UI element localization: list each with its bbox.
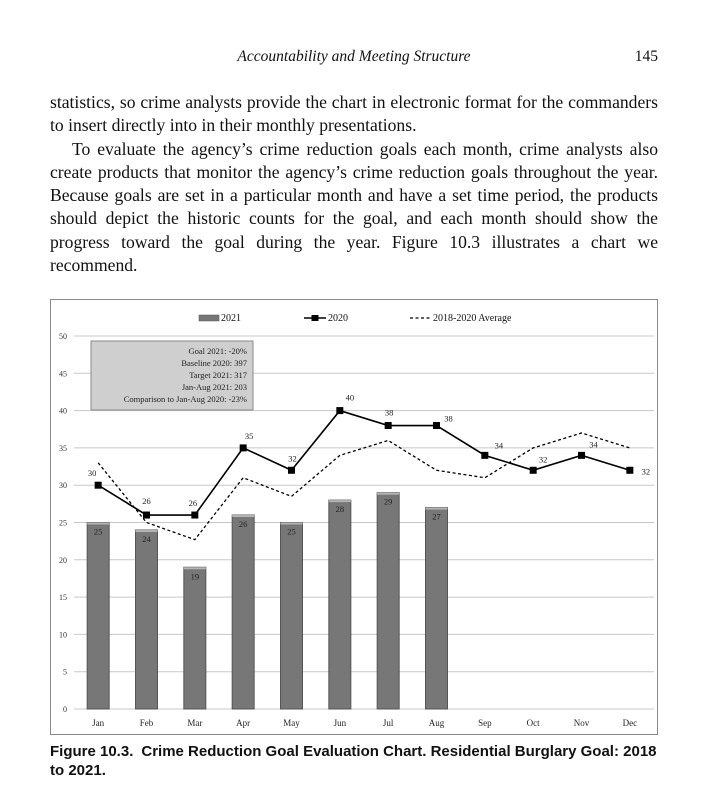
bar-2021-highlight — [135, 529, 158, 532]
series-2020-value-label: 32 — [288, 453, 297, 463]
running-head: Accountability and Meeting Structure 145 — [50, 48, 658, 68]
bar-value-label: 26 — [239, 519, 248, 529]
series-2020-value-label: 26 — [189, 498, 198, 508]
average-series-line — [97, 432, 631, 541]
goal-summary-box — [90, 340, 254, 411]
y-tick-label: 15 — [59, 593, 67, 602]
x-tick-label: Mar — [187, 718, 202, 728]
bar-2021-highlight — [183, 567, 206, 570]
x-tick-label: Nov — [574, 718, 590, 728]
bar-2021 — [376, 492, 400, 710]
legend-label-2021: 2021 — [221, 313, 241, 324]
bar-2021-highlight — [425, 507, 448, 510]
goal-summary-line: Jan-Aug 2021: 203 — [182, 382, 247, 392]
legend-swatch-2020-marker — [311, 315, 319, 321]
bar-value-label: 25 — [94, 527, 103, 537]
y-tick-label: 30 — [59, 481, 67, 490]
bar-2021-highlight — [328, 500, 351, 503]
series-2020-value-label: 40 — [346, 393, 355, 403]
series-2020-value-label: 34 — [589, 439, 598, 449]
figure-caption-label: Figure 10.3. — [50, 743, 134, 760]
bar-2021-highlight — [280, 522, 303, 525]
y-tick-label: 50 — [59, 332, 67, 341]
x-tick-label: Apr — [236, 718, 250, 728]
series-2020-marker — [239, 444, 247, 452]
bar-2021-highlight — [232, 515, 255, 518]
goal-evaluation-chart: 0 5 10 15 20 25 30 35 40 45 50 Jan Feb Mar Apr May Jun Ju… — [59, 313, 654, 728]
bar-value-label: 27 — [432, 512, 441, 522]
legend-swatch-2021 — [198, 314, 220, 322]
x-tick-label: May — [283, 718, 300, 728]
bar-2021 — [328, 499, 352, 710]
legend-label-average: 2018-2020 Average — [433, 313, 512, 324]
series-2020-marker — [433, 422, 440, 430]
bar-2021 — [135, 529, 158, 710]
y-tick-label: 45 — [59, 369, 67, 378]
y-tick-label: 10 — [59, 630, 67, 639]
series-2020-marker — [626, 466, 634, 474]
bar-2021 — [231, 514, 255, 710]
x-tick-label: Jul — [383, 718, 394, 728]
goal-summary-line: Target 2021: 317 — [189, 370, 247, 380]
body-text: statistics, so crime analysts provide th… — [50, 91, 658, 277]
series-2020-value-label: 38 — [385, 408, 394, 418]
paragraph-1: statistics, so crime analysts provide th… — [50, 92, 658, 136]
bar-2021 — [425, 507, 448, 710]
x-tick-label: Jun — [334, 718, 347, 728]
bar-value-label: 19 — [191, 571, 200, 581]
figure-caption: Figure 10.3. Crime Reduction Goal Evaluat… — [50, 742, 658, 780]
series-2020-marker — [288, 466, 295, 474]
goal-summary-line: Comparison to Jan-Aug 2020: -23% — [124, 394, 247, 404]
series-2020-value-label: 32 — [642, 466, 651, 476]
series-2020-value-label: 35 — [245, 431, 254, 441]
series-2020-value-label: 34 — [495, 440, 504, 450]
x-tick-label: Aug — [429, 718, 445, 728]
series-2020-value-label: 32 — [539, 454, 548, 464]
x-tick-label: Sep — [478, 718, 492, 728]
x-tick-label: Dec — [623, 718, 638, 728]
x-tick-label: Oct — [527, 718, 540, 728]
series-2020-value-label: 38 — [444, 414, 453, 424]
series-2020-marker — [578, 451, 585, 459]
bar-2021-highlight — [87, 522, 110, 525]
bar-2021 — [280, 522, 303, 710]
bar-value-label: 29 — [384, 497, 393, 507]
bar-value-label: 24 — [142, 534, 151, 544]
y-tick-label: 5 — [63, 668, 67, 677]
bar-value-label: 25 — [287, 527, 296, 537]
series-2020-marker — [143, 511, 150, 519]
bar-2021 — [183, 566, 207, 710]
bar-value-label: 28 — [336, 504, 345, 514]
x-tick-label: Jan — [92, 718, 104, 728]
y-tick-label: 20 — [59, 556, 67, 565]
goal-summary-line: Goal 2021: -20% — [188, 346, 247, 356]
y-tick-label: 35 — [59, 444, 67, 453]
page-number: 145 — [634, 48, 658, 65]
figure-chart: 0 5 10 15 20 25 30 35 40 45 50 Jan Feb Mar Apr May Jun Ju… — [50, 299, 658, 735]
series-2020-line — [97, 409, 631, 516]
y-tick-label: 0 — [63, 705, 67, 714]
series-2020-marker — [529, 466, 537, 474]
bar-2021 — [86, 522, 110, 710]
figure-caption-text: Crime Reduction Goal Evaluation Chart. R… — [50, 743, 657, 779]
legend-label-2020: 2020 — [328, 313, 348, 324]
series-2020-marker — [336, 407, 344, 415]
running-title: Accountability and Meeting Structure — [237, 48, 471, 65]
x-tick-label: Feb — [140, 718, 154, 728]
y-tick-label: 25 — [59, 519, 67, 528]
paragraph-2: To evaluate the agency’s crime reduction… — [50, 138, 658, 276]
y-tick-label: 40 — [59, 407, 67, 416]
series-2020-marker — [94, 481, 102, 489]
series-2020-marker — [191, 511, 199, 519]
bar-2021-highlight — [377, 492, 400, 495]
series-2020-value-label: 30 — [88, 468, 97, 478]
series-2020-value-label: 26 — [142, 496, 151, 506]
goal-summary-line: Baseline 2020: 397 — [181, 358, 247, 368]
series-2020-marker — [384, 422, 392, 430]
series-2020-marker — [481, 451, 489, 459]
